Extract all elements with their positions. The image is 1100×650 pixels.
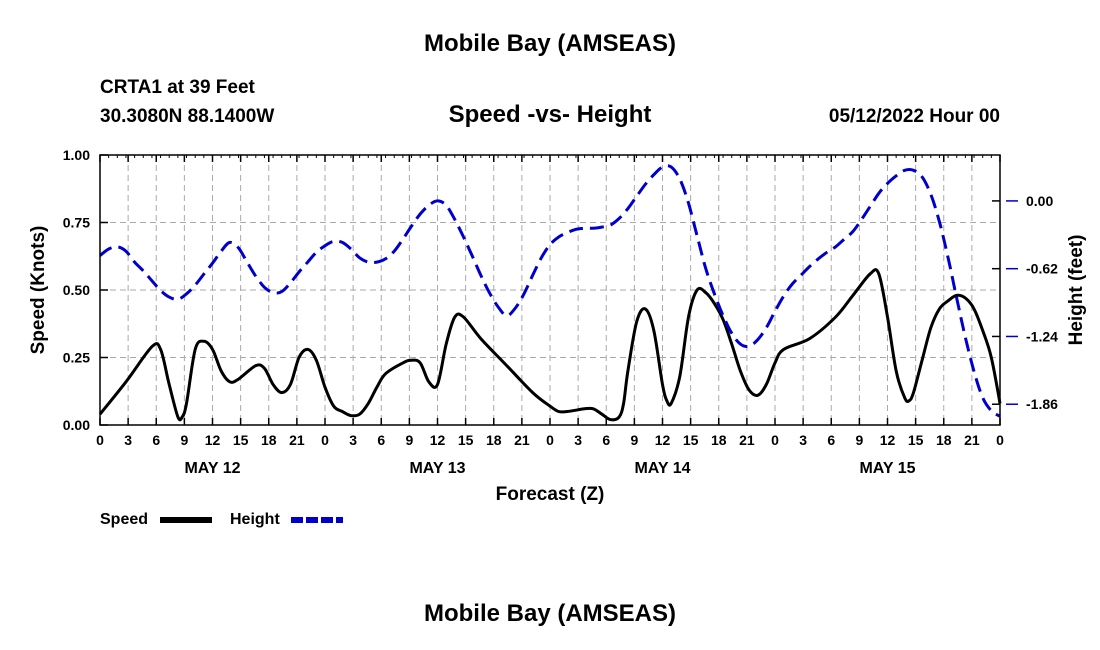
- y-tick-label-right: -1.86: [1026, 396, 1058, 412]
- x-tick-label: 15: [908, 432, 924, 448]
- y-tick-label-left: 0.00: [63, 417, 90, 433]
- x-tick-label: 21: [514, 432, 530, 448]
- x-tick-label: 3: [574, 432, 582, 448]
- x-tick-label: 3: [349, 432, 357, 448]
- x-tick-label: 12: [880, 432, 896, 448]
- x-tick-label: 15: [233, 432, 249, 448]
- x-tick-label: 18: [486, 432, 502, 448]
- legend-label-height: Height: [230, 511, 280, 528]
- coordinates-label: 30.3080N 88.1400W: [100, 106, 275, 127]
- x-tick-label: 0: [321, 432, 329, 448]
- x-tick-label: 21: [289, 432, 305, 448]
- x-tick-label: 3: [124, 432, 132, 448]
- y-tick-label-left: 0.75: [63, 215, 90, 231]
- datetime-label: 05/12/2022 Hour 00: [828, 106, 1000, 127]
- y-tick-label-left: 0.50: [63, 282, 90, 298]
- day-label: MAY 15: [859, 460, 915, 477]
- x-tick-label: 0: [996, 432, 1004, 448]
- x-tick-label: 15: [683, 432, 699, 448]
- x-tick-label: 18: [711, 432, 727, 448]
- y-tick-label-right: 0.00: [1026, 193, 1053, 209]
- day-label: MAY 13: [409, 460, 465, 477]
- grid: [100, 155, 1000, 425]
- x-tick-label: 12: [655, 432, 671, 448]
- x-tick-label: 15: [458, 432, 474, 448]
- axis-ticks: 0 3 6 9 12 15 18 21 0 3 6 9 12 15 18 21 0 3 6 9 12 15 18 21 0 3 6 9…: [63, 147, 1058, 477]
- series-lines: [98, 164, 1002, 422]
- x-tick-label: 18: [936, 432, 952, 448]
- x-tick-label: 9: [855, 432, 863, 448]
- y-tick-label-left: 0.25: [63, 350, 90, 366]
- speed-series-line: [98, 268, 1002, 422]
- x-tick-label: 21: [739, 432, 755, 448]
- x-tick-label: 6: [377, 432, 385, 448]
- x-tick-label: 21: [964, 432, 980, 448]
- station-label: CRTA1 at 39 Feet: [100, 77, 255, 98]
- x-tick-label: 0: [771, 432, 779, 448]
- axis-labels: Forecast (Z) Speed (Knots) Height (feet): [28, 226, 1087, 505]
- y-tick-label-right: -0.62: [1026, 261, 1058, 277]
- x-tick-label: 0: [546, 432, 554, 448]
- y-axis-label-right: Height (feet): [1066, 235, 1087, 346]
- x-tick-label: 3: [799, 432, 807, 448]
- x-tick-label: 6: [602, 432, 610, 448]
- height-series-line: [99, 164, 1001, 418]
- x-tick-label: 12: [205, 432, 221, 448]
- y-tick-label-right: -1.24: [1026, 328, 1058, 344]
- legend: Speed Height: [100, 511, 343, 528]
- y-axis-label-left: Speed (Knots): [28, 226, 49, 355]
- x-tick-label: 6: [827, 432, 835, 448]
- x-tick-label: 9: [180, 432, 188, 448]
- day-label: MAY 12: [184, 460, 240, 477]
- x-tick-label: 6: [152, 432, 160, 448]
- x-tick-label: 18: [261, 432, 277, 448]
- page-title: Mobile Bay (AMSEAS): [423, 30, 677, 57]
- x-tick-label: 0: [96, 432, 104, 448]
- x-axis-label: Forecast (Z): [496, 484, 605, 505]
- y-tick-label-left: 1.00: [63, 147, 90, 163]
- x-tick-label: 9: [630, 432, 638, 448]
- legend-label-speed: Speed: [100, 511, 148, 528]
- x-tick-label: 12: [430, 432, 446, 448]
- x-tick-label: 9: [405, 432, 413, 448]
- bottom-title: Mobile Bay (AMSEAS): [423, 600, 677, 627]
- chart-title: Speed -vs- Height: [448, 101, 652, 128]
- day-label: MAY 14: [634, 460, 690, 477]
